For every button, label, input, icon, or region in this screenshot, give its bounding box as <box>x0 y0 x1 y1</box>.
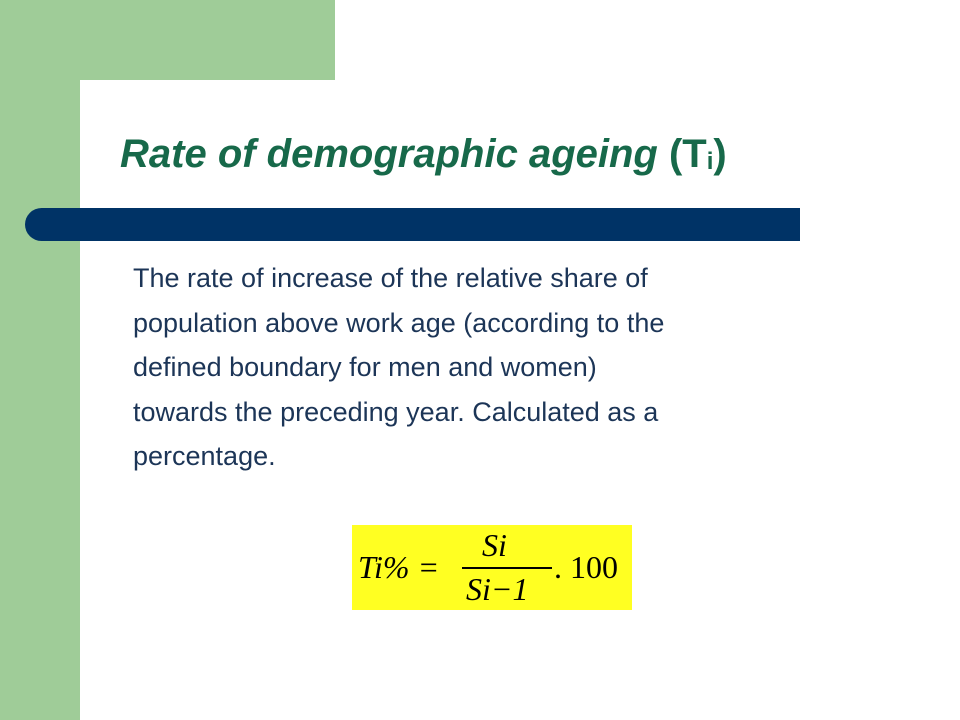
title-text: Rate of demographic ageing <box>120 132 658 176</box>
body-line: percentage. <box>133 441 276 471</box>
content-panel <box>80 80 960 720</box>
fraction-line <box>462 567 552 569</box>
green-top-band <box>0 0 335 80</box>
body-line: population above work age (according to … <box>133 307 665 338</box>
body-line: defined boundary for men and women) <box>133 352 597 382</box>
body-text: The rate of increase of the relative sha… <box>133 256 664 479</box>
title-symbol: (T <box>668 132 707 176</box>
slide-title: Rate of demographic ageing (Ti) <box>120 132 727 177</box>
title-subscript: i <box>706 148 714 175</box>
body-line: towards the preceding year. Calculated a… <box>133 396 659 427</box>
formula-denominator: Si−1 <box>466 571 529 607</box>
title-close: ) <box>713 132 727 176</box>
body-line: The rate of increase of the relative sha… <box>133 263 648 293</box>
formula: Ti% = Si Si−1 . 100 <box>352 525 632 610</box>
formula-lhs: Ti% = <box>358 549 440 585</box>
green-side-band <box>0 0 80 720</box>
formula-multiplier: . 100 <box>554 549 618 585</box>
formula-numerator: Si <box>482 527 507 563</box>
title-underline-bar <box>25 208 800 241</box>
